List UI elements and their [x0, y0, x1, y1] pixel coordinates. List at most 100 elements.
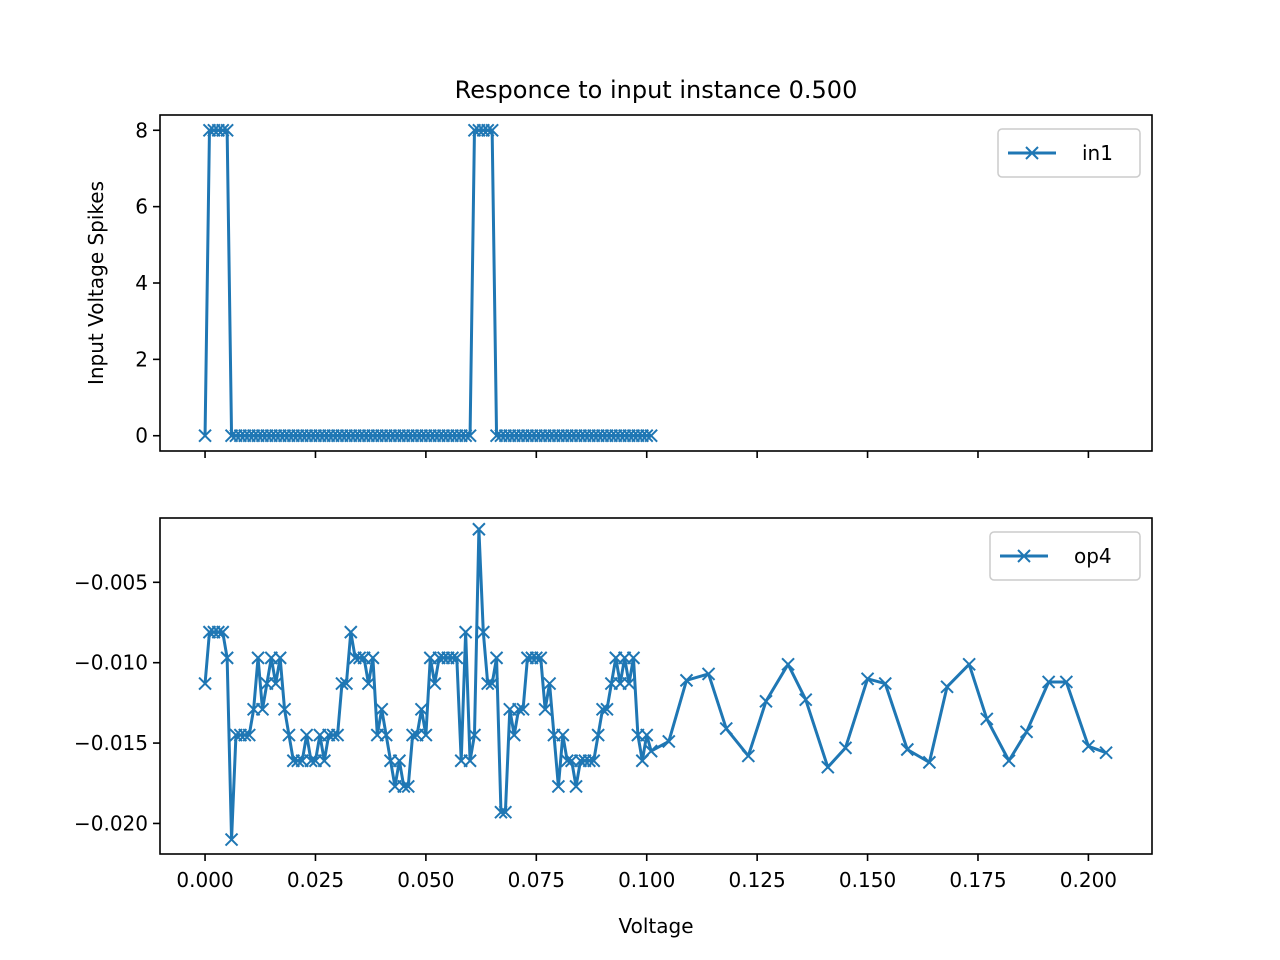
x-tick-label: 0.125 — [729, 868, 786, 892]
data-point-op4 — [980, 712, 994, 726]
chart-title: Responce to input instance 0.500 — [455, 76, 858, 104]
data-point-op4 — [238, 728, 252, 742]
data-point-op4 — [640, 728, 654, 742]
data-point-in1 — [220, 123, 234, 137]
data-point-op4 — [291, 754, 305, 768]
data-point-op4 — [450, 651, 464, 665]
data-point-op4 — [273, 651, 287, 665]
legend-box — [997, 128, 1141, 178]
legend-marker-swatch — [1025, 146, 1039, 160]
y-tick-label: −0.020 — [74, 811, 148, 835]
data-point-op4 — [405, 728, 420, 742]
data-point-op4 — [781, 657, 795, 672]
data-point-op4 — [467, 728, 482, 742]
data-point-op4 — [587, 754, 601, 768]
data-point-op4 — [498, 805, 513, 819]
data-point-op4 — [1002, 754, 1016, 768]
data-point-op4 — [516, 702, 530, 717]
x-tick-label: 0.200 — [1060, 868, 1117, 892]
data-point-op4 — [428, 676, 442, 691]
data-point-op4 — [458, 625, 473, 639]
data-point-op4 — [622, 676, 636, 691]
data-point-op4 — [397, 779, 411, 794]
data-point-op4 — [1059, 675, 1074, 689]
data-point-op4 — [1081, 739, 1096, 753]
output-response-panel: 0.000 0.025 0.050 0.075 0.100 0.125 0.150 0.175… — [74, 517, 1153, 938]
data-point-op4 — [494, 805, 508, 819]
x-tick-label: 0.025 — [287, 868, 344, 892]
data-point-op4 — [741, 749, 756, 763]
data-point-op4 — [900, 742, 915, 757]
data-point-op4 — [335, 676, 349, 691]
x-axis-label: Voltage — [618, 914, 693, 938]
data-point-op4 — [414, 702, 429, 717]
data-point-op4 — [538, 702, 552, 717]
data-point-op4 — [476, 625, 491, 639]
data-point-op4 — [878, 676, 892, 691]
axes-frame — [159, 517, 1153, 855]
data-point-in1 — [481, 123, 495, 137]
y-tick-label: −0.005 — [74, 570, 148, 594]
data-point-op4 — [1019, 725, 1034, 739]
data-point-op4 — [481, 676, 495, 691]
data-point-op4 — [269, 676, 283, 691]
data-point-op4 — [255, 702, 270, 717]
data-point-op4 — [1099, 746, 1113, 760]
data-point-op4 — [860, 672, 875, 686]
data-point-op4 — [485, 676, 499, 691]
data-point-in1 — [463, 429, 477, 443]
data-point-op4 — [701, 667, 716, 681]
data-point-op4 — [719, 721, 733, 736]
y-tick-label: 0 — [135, 424, 148, 448]
x-tick-label: 0.075 — [508, 868, 565, 892]
data-point-op4 — [534, 651, 548, 665]
legend-label: in1 — [1082, 141, 1113, 165]
data-point-op4 — [242, 728, 256, 742]
data-point-op4 — [392, 754, 407, 768]
data-point-op4 — [472, 522, 486, 536]
data-point-op4 — [489, 651, 504, 665]
y-tick-label: 4 — [135, 271, 148, 295]
x-tick-label: 0.000 — [176, 868, 233, 892]
data-point-op4 — [662, 734, 676, 749]
data-point-op4 — [282, 728, 296, 742]
data-point-op4 — [600, 702, 614, 717]
data-point-op4 — [198, 676, 212, 691]
data-point-op4 — [759, 694, 773, 708]
y-tick-label: 2 — [135, 347, 148, 371]
data-point-op4 — [922, 755, 937, 770]
data-point-op4 — [379, 728, 393, 742]
data-point-op4 — [463, 754, 477, 768]
x-tick-label: 0.150 — [839, 868, 896, 892]
data-point-op4 — [838, 741, 853, 755]
data-point-op4 — [419, 728, 433, 742]
data-point-op4 — [582, 754, 597, 768]
data-point-in1 — [485, 123, 499, 137]
data-point-op4 — [304, 754, 318, 768]
data-point-op4 — [821, 760, 835, 774]
data-point-op4 — [962, 657, 976, 672]
data-point-op4 — [542, 676, 557, 691]
data-point-op4 — [595, 702, 610, 717]
data-point-op4 — [211, 625, 226, 639]
y-tick-label: 8 — [135, 118, 148, 142]
data-point-op4 — [299, 728, 314, 742]
data-point-op4 — [224, 832, 239, 847]
data-point-in1 — [458, 429, 473, 443]
data-point-op4 — [339, 676, 354, 691]
data-point-op4 — [401, 779, 415, 794]
data-point-in1 — [640, 429, 654, 443]
data-point-op4 — [326, 728, 340, 742]
data-point-op4 — [591, 728, 605, 742]
data-point-op4 — [507, 728, 521, 742]
y-tick-label: 6 — [135, 195, 148, 219]
data-point-op4 — [560, 754, 574, 768]
data-point-op4 — [216, 625, 230, 639]
data-point-op4 — [679, 673, 694, 688]
data-point-in1 — [216, 123, 230, 137]
data-point-in1 — [198, 429, 212, 443]
data-point-op4 — [445, 651, 460, 665]
data-point-op4 — [511, 702, 526, 717]
data-point-op4 — [1041, 675, 1056, 689]
